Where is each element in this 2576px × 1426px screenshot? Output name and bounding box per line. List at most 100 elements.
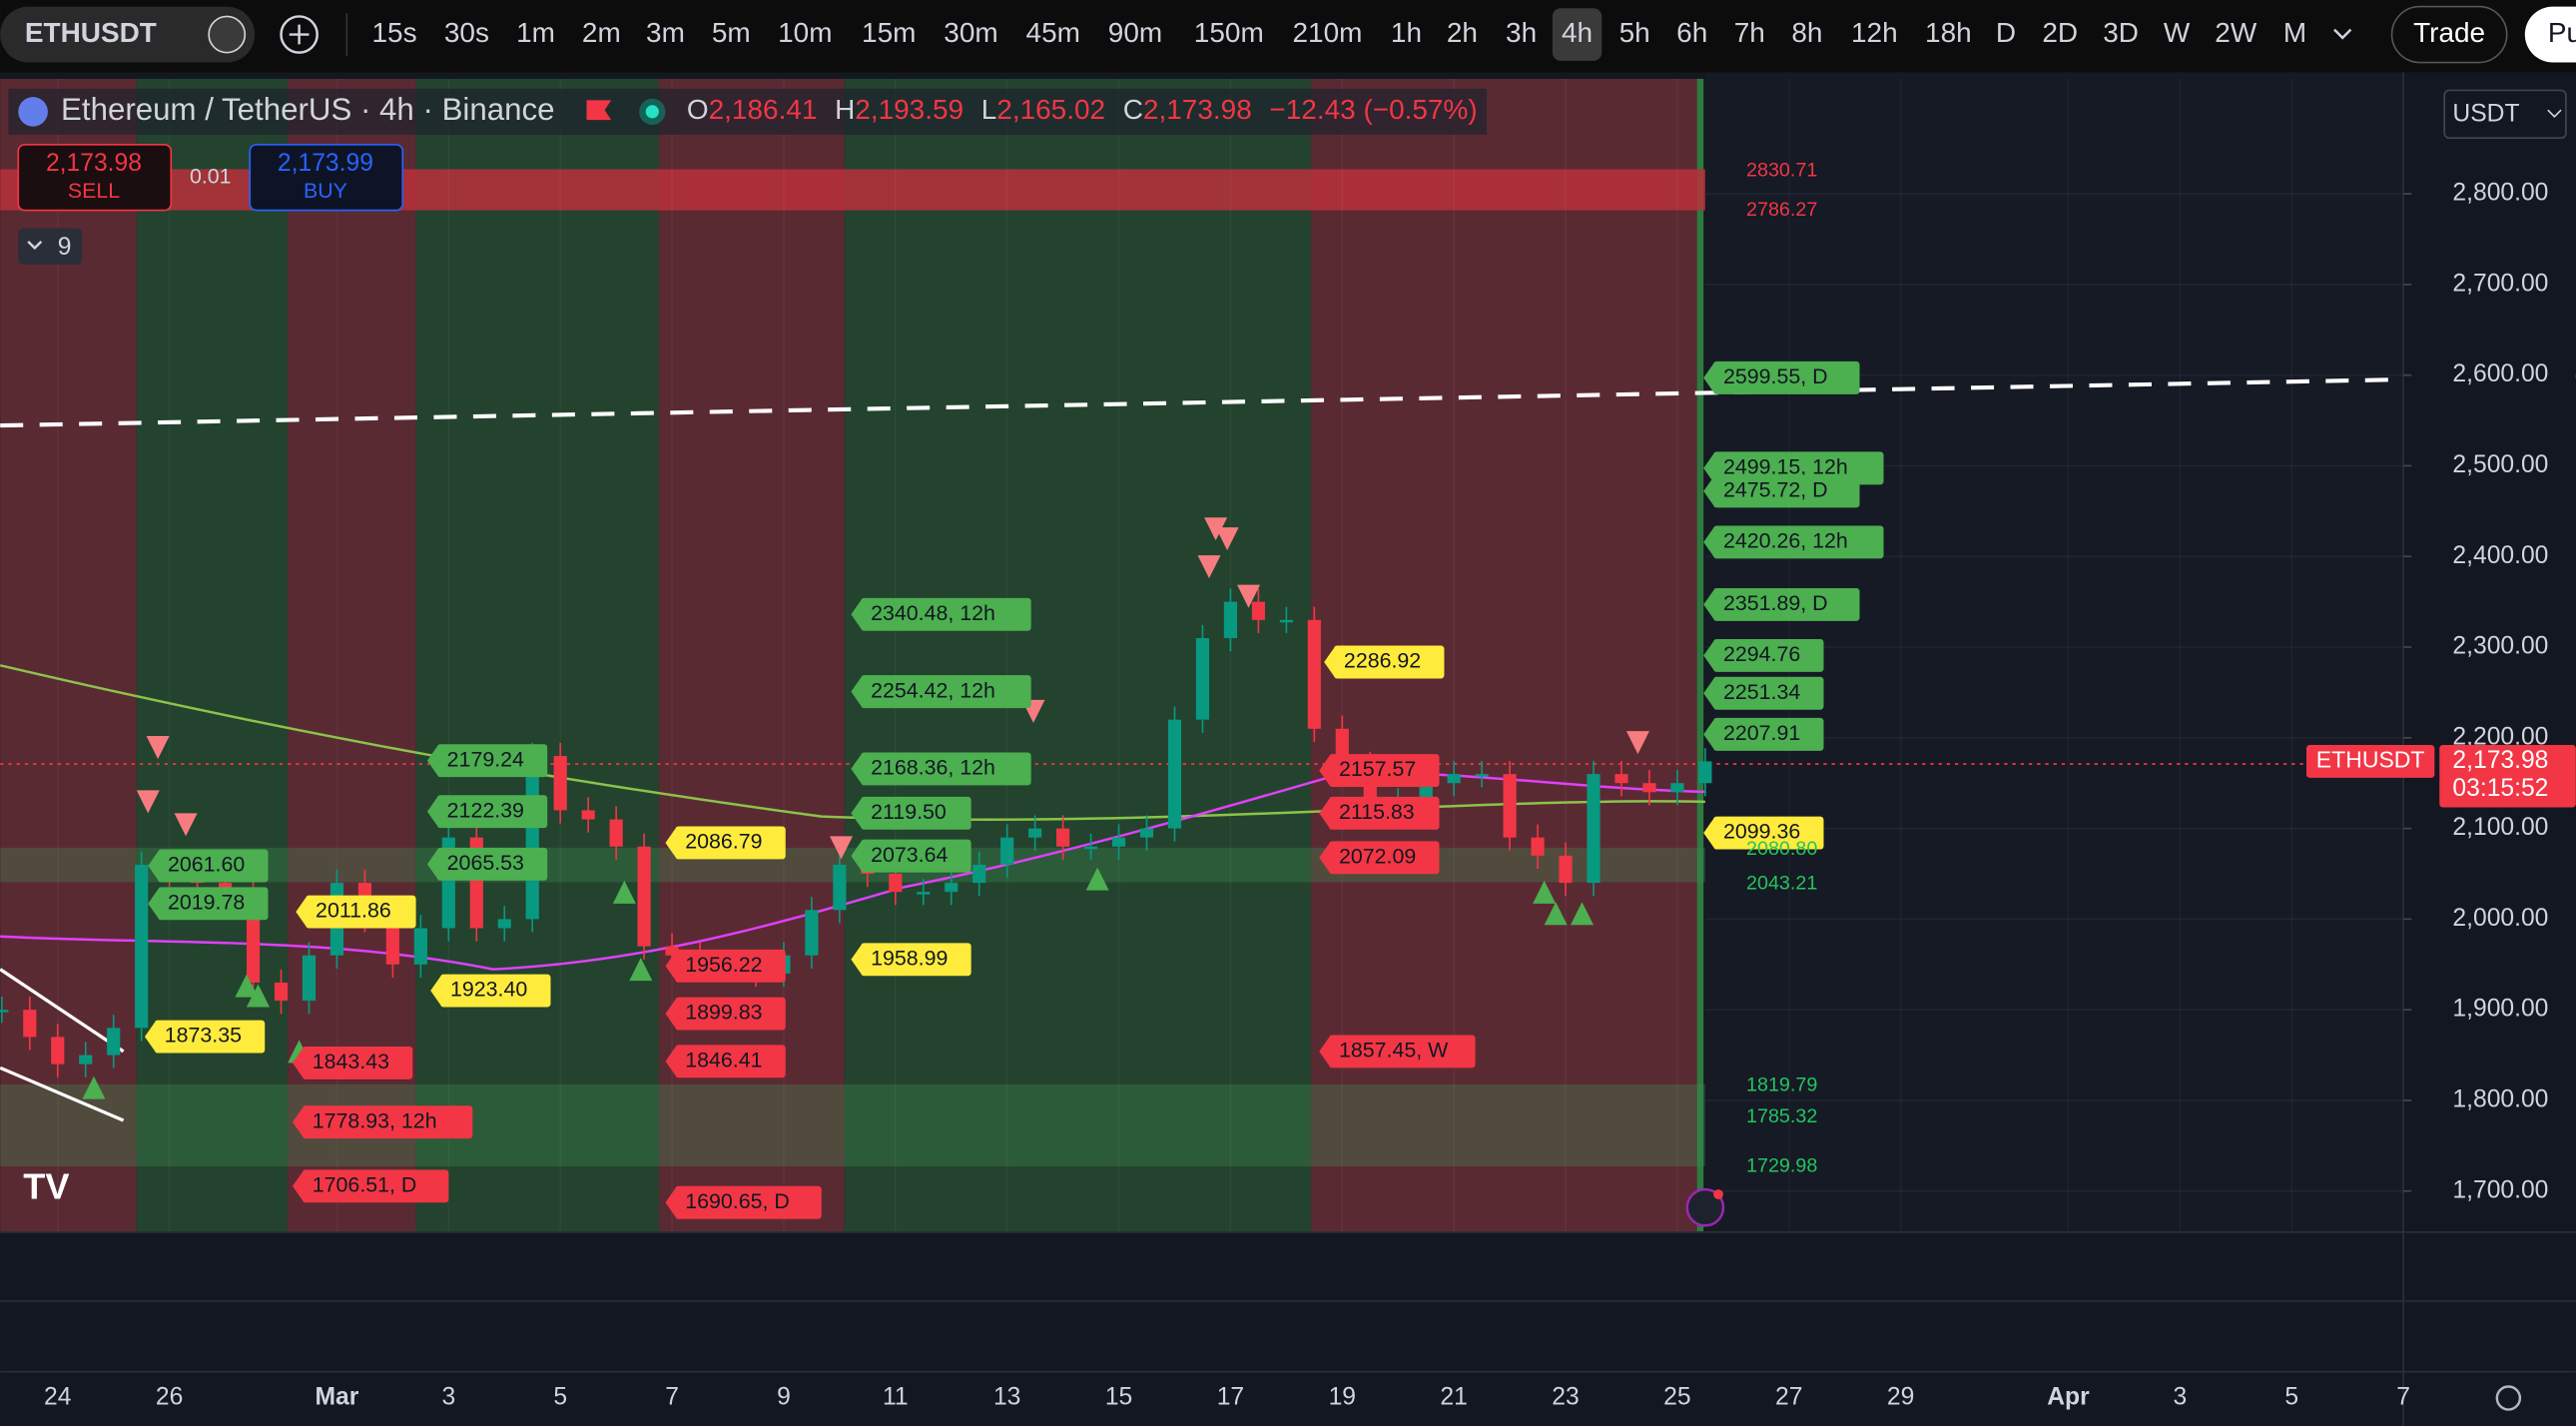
level-tag: [1713, 638, 1824, 672]
level-tag-arrow: [1319, 796, 1331, 830]
level-label: 2119.50: [871, 800, 947, 824]
level-tag-arrow: [1703, 816, 1715, 850]
candle-body: [274, 982, 289, 1002]
level-label: 2019.78: [168, 890, 245, 914]
level-tag: [675, 1045, 786, 1078]
level-tag-arrow: [296, 895, 308, 929]
ohlc-label: C: [1123, 94, 1143, 125]
interval[interactable]: 5h: [1619, 17, 1650, 48]
interval[interactable]: M: [2283, 17, 2306, 48]
sell-label: SELL: [68, 179, 120, 203]
interval[interactable]: 1m: [516, 17, 555, 48]
level-tag-arrow: [665, 949, 677, 983]
countdown: 03:15:52: [2452, 775, 2548, 802]
buy-button[interactable]: [249, 143, 404, 212]
interval[interactable]: 3h: [1506, 17, 1537, 48]
candle-body: [0, 1010, 9, 1013]
interval[interactable]: 8h: [1791, 17, 1822, 48]
indicators-toggle[interactable]: [18, 228, 83, 265]
interval[interactable]: 150m: [1194, 17, 1264, 48]
level-tag: [861, 675, 1031, 709]
interval[interactable]: D: [1996, 17, 2016, 48]
chevron: [2547, 109, 2562, 118]
buy-marker: [1544, 902, 1568, 926]
price-tick-label: 2,600.00: [2452, 360, 2548, 387]
level-label: 2086.79: [685, 830, 762, 854]
profile-button[interactable]: [2524, 6, 2576, 63]
interval[interactable]: 12h: [1851, 17, 1898, 48]
candle-body: [1111, 837, 1126, 847]
level-label: 2499.15, 12h: [1723, 455, 1848, 479]
interval[interactable]: 7h: [1734, 17, 1765, 48]
interval[interactable]: 30s: [444, 17, 489, 48]
interval[interactable]: 10m: [778, 17, 832, 48]
interval[interactable]: 2D: [2042, 17, 2078, 48]
alert-icon[interactable]: [1685, 1187, 1725, 1227]
level-tag: [158, 849, 269, 883]
interval[interactable]: 15m: [862, 17, 916, 48]
interval[interactable]: 5m: [712, 17, 751, 48]
symbol-icon[interactable]: [208, 15, 247, 54]
level-label: 2061.60: [168, 853, 245, 877]
candle-body: [665, 946, 679, 956]
level-tag-arrow: [851, 839, 863, 873]
ohlc-label: O: [687, 94, 709, 125]
trade-button[interactable]: [2390, 5, 2508, 64]
time-label: 23: [1552, 1384, 1579, 1411]
level-tag-arrow: [1703, 638, 1715, 672]
symbol-search[interactable]: [0, 6, 256, 63]
ohlc-value: 2,165.02: [996, 94, 1105, 125]
level-label: 2786.27: [1746, 199, 1817, 221]
settings-icon[interactable]: [2495, 1385, 2522, 1411]
flag-icon[interactable]: [586, 100, 612, 121]
interval[interactable]: 6h: [1676, 17, 1707, 48]
interval[interactable]: 210m: [1293, 17, 1363, 48]
legend-title: Ethereum / TetherUS · 4h · Binance: [61, 92, 554, 127]
level-tag: [861, 752, 1031, 786]
interval[interactable]: 90m: [1108, 17, 1162, 48]
interval[interactable]: 1h: [1391, 17, 1422, 48]
candle-body: [1447, 774, 1461, 784]
sell-marker: [1237, 584, 1261, 608]
level-tag: [306, 895, 416, 929]
add-symbol[interactable]: [280, 15, 319, 54]
candle-body: [1503, 774, 1517, 838]
interval[interactable]: 3m: [646, 17, 685, 48]
level-tag-arrow: [851, 597, 863, 631]
level-tag: [1329, 1035, 1476, 1069]
spread: 0.01: [190, 164, 232, 188]
interval[interactable]: 2W: [2215, 17, 2257, 48]
alert-dot: [1713, 1189, 1723, 1199]
level-tag: [1334, 645, 1445, 679]
interval[interactable]: 4h: [1562, 17, 1593, 48]
sell-button[interactable]: [17, 143, 173, 212]
interval[interactable]: 2m: [582, 17, 621, 48]
candle-body: [553, 755, 567, 811]
level-tag-arrow: [293, 1169, 305, 1203]
level-label: 2340.48, 12h: [871, 601, 995, 625]
interval[interactable]: 45m: [1026, 17, 1080, 48]
buy-marker: [1085, 867, 1109, 891]
interval[interactable]: 15s: [371, 17, 416, 48]
toolbar-items: ETHUSDT 15s 30s 1m 2m 3m 5m 10m 15m 30m 45m 90m 150…: [0, 5, 2576, 64]
interval[interactable]: 18h: [1925, 17, 1972, 48]
candle-body: [1670, 783, 1684, 793]
trade-button-label: Trade: [2413, 17, 2485, 48]
level-label: 2251.34: [1723, 680, 1800, 704]
sell-marker: [1215, 527, 1239, 551]
price-ticks: 2,800.00 2,700.00 2,600.00 2,500.00 2,400.00…: [2403, 180, 2548, 1203]
currency-select[interactable]: [2443, 89, 2567, 140]
interval[interactable]: W: [2164, 17, 2191, 48]
interval[interactable]: 2h: [1447, 17, 1478, 48]
profile-button-label: Pu: [2548, 17, 2576, 48]
level-tag: [675, 997, 786, 1031]
toolbar: [0, 0, 2576, 73]
interval[interactable]: 30m: [944, 17, 997, 48]
ohlc-value: 2,173.98: [1143, 94, 1252, 125]
intervals-dropdown[interactable]: [2333, 28, 2352, 40]
ohlc-change: −12.43 (−0.57%): [1269, 94, 1477, 125]
level-tag: [861, 943, 971, 977]
interval[interactable]: 3D: [2103, 17, 2139, 48]
level-label: 1873.35: [165, 1024, 242, 1048]
